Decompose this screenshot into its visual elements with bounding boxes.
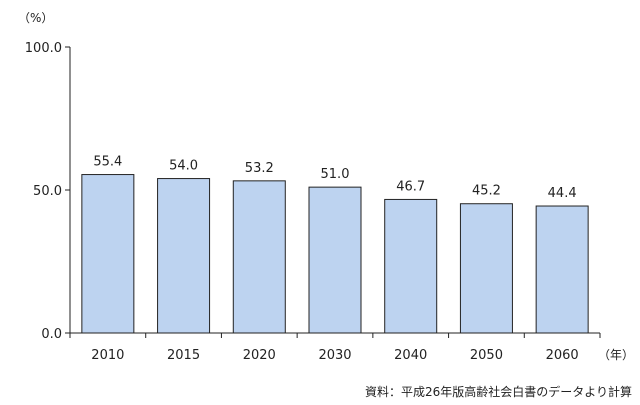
y-tick-label: 100.0 [25,41,62,56]
category-label-2010: 2010 [91,348,124,363]
x-axis-ticks [69,333,601,338]
category-label-2060: 2060 [546,348,579,363]
value-label-2020: 53.2 [245,161,274,176]
category-label-2015: 2015 [167,348,200,363]
bar-2015 [157,178,211,334]
bar-2040 [384,198,438,334]
bar-2060 [535,205,589,334]
value-labels: 55.4 54.0 53.2 51.0 46.7 45.2 44.4 [93,155,576,201]
y-axis-ticks: 0.0 50.0 100.0 [25,41,70,342]
bar-2050 [459,203,513,334]
bar-2020 [232,180,286,334]
category-label-2050: 2050 [470,348,503,363]
value-label-2040: 46.7 [396,179,425,194]
y-axis-unit: （%） [18,11,53,25]
value-label-2050: 45.2 [472,184,501,199]
value-label-2030: 51.0 [321,167,350,182]
source-note: 資料：平成26年版高齢社会白書のデータより計算 [365,384,632,399]
category-labels: 2010 2015 2020 2030 2040 2050 2060 [91,348,578,363]
category-label-2020: 2020 [243,348,276,363]
value-label-2010: 55.4 [93,155,122,170]
value-label-2015: 54.0 [169,159,198,174]
y-tick-label: 0.0 [41,327,62,342]
category-label-2040: 2040 [394,348,427,363]
bars [81,174,589,334]
category-label-2030: 2030 [318,348,351,363]
value-label-2060: 44.4 [548,186,577,201]
bar-2010 [81,174,135,334]
y-tick-label: 50.0 [33,184,62,199]
bar-2030 [308,186,362,334]
x-axis-unit: （年） [598,348,634,362]
